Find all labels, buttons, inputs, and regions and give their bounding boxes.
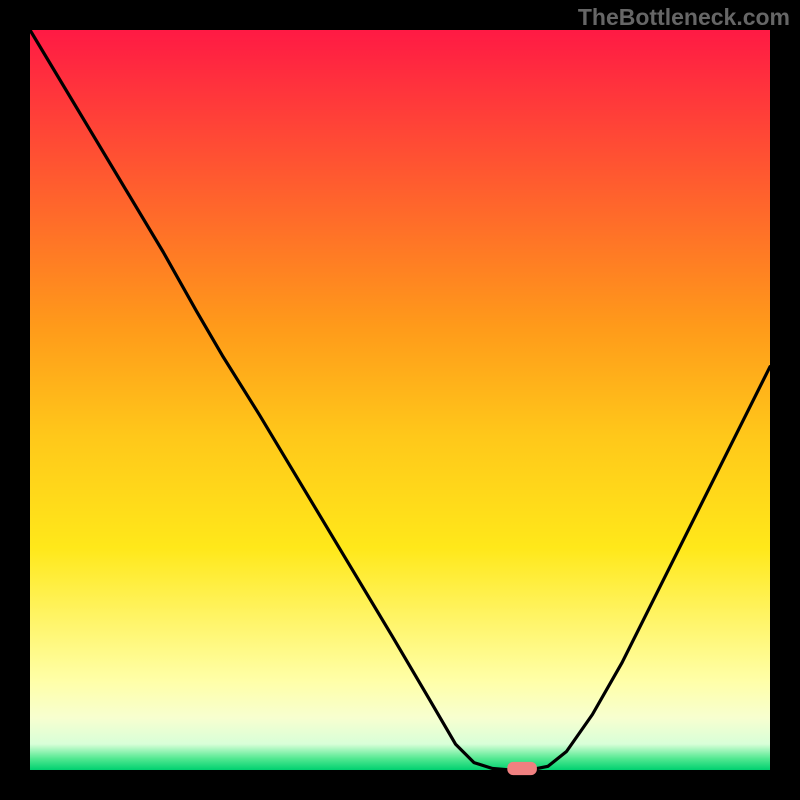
chart-container: { "watermark": { "text": "TheBottleneck.… xyxy=(0,0,800,800)
bottleneck-chart xyxy=(0,0,800,800)
plot-background xyxy=(30,30,770,770)
watermark-text: TheBottleneck.com xyxy=(578,4,790,31)
optimal-marker xyxy=(507,762,537,775)
